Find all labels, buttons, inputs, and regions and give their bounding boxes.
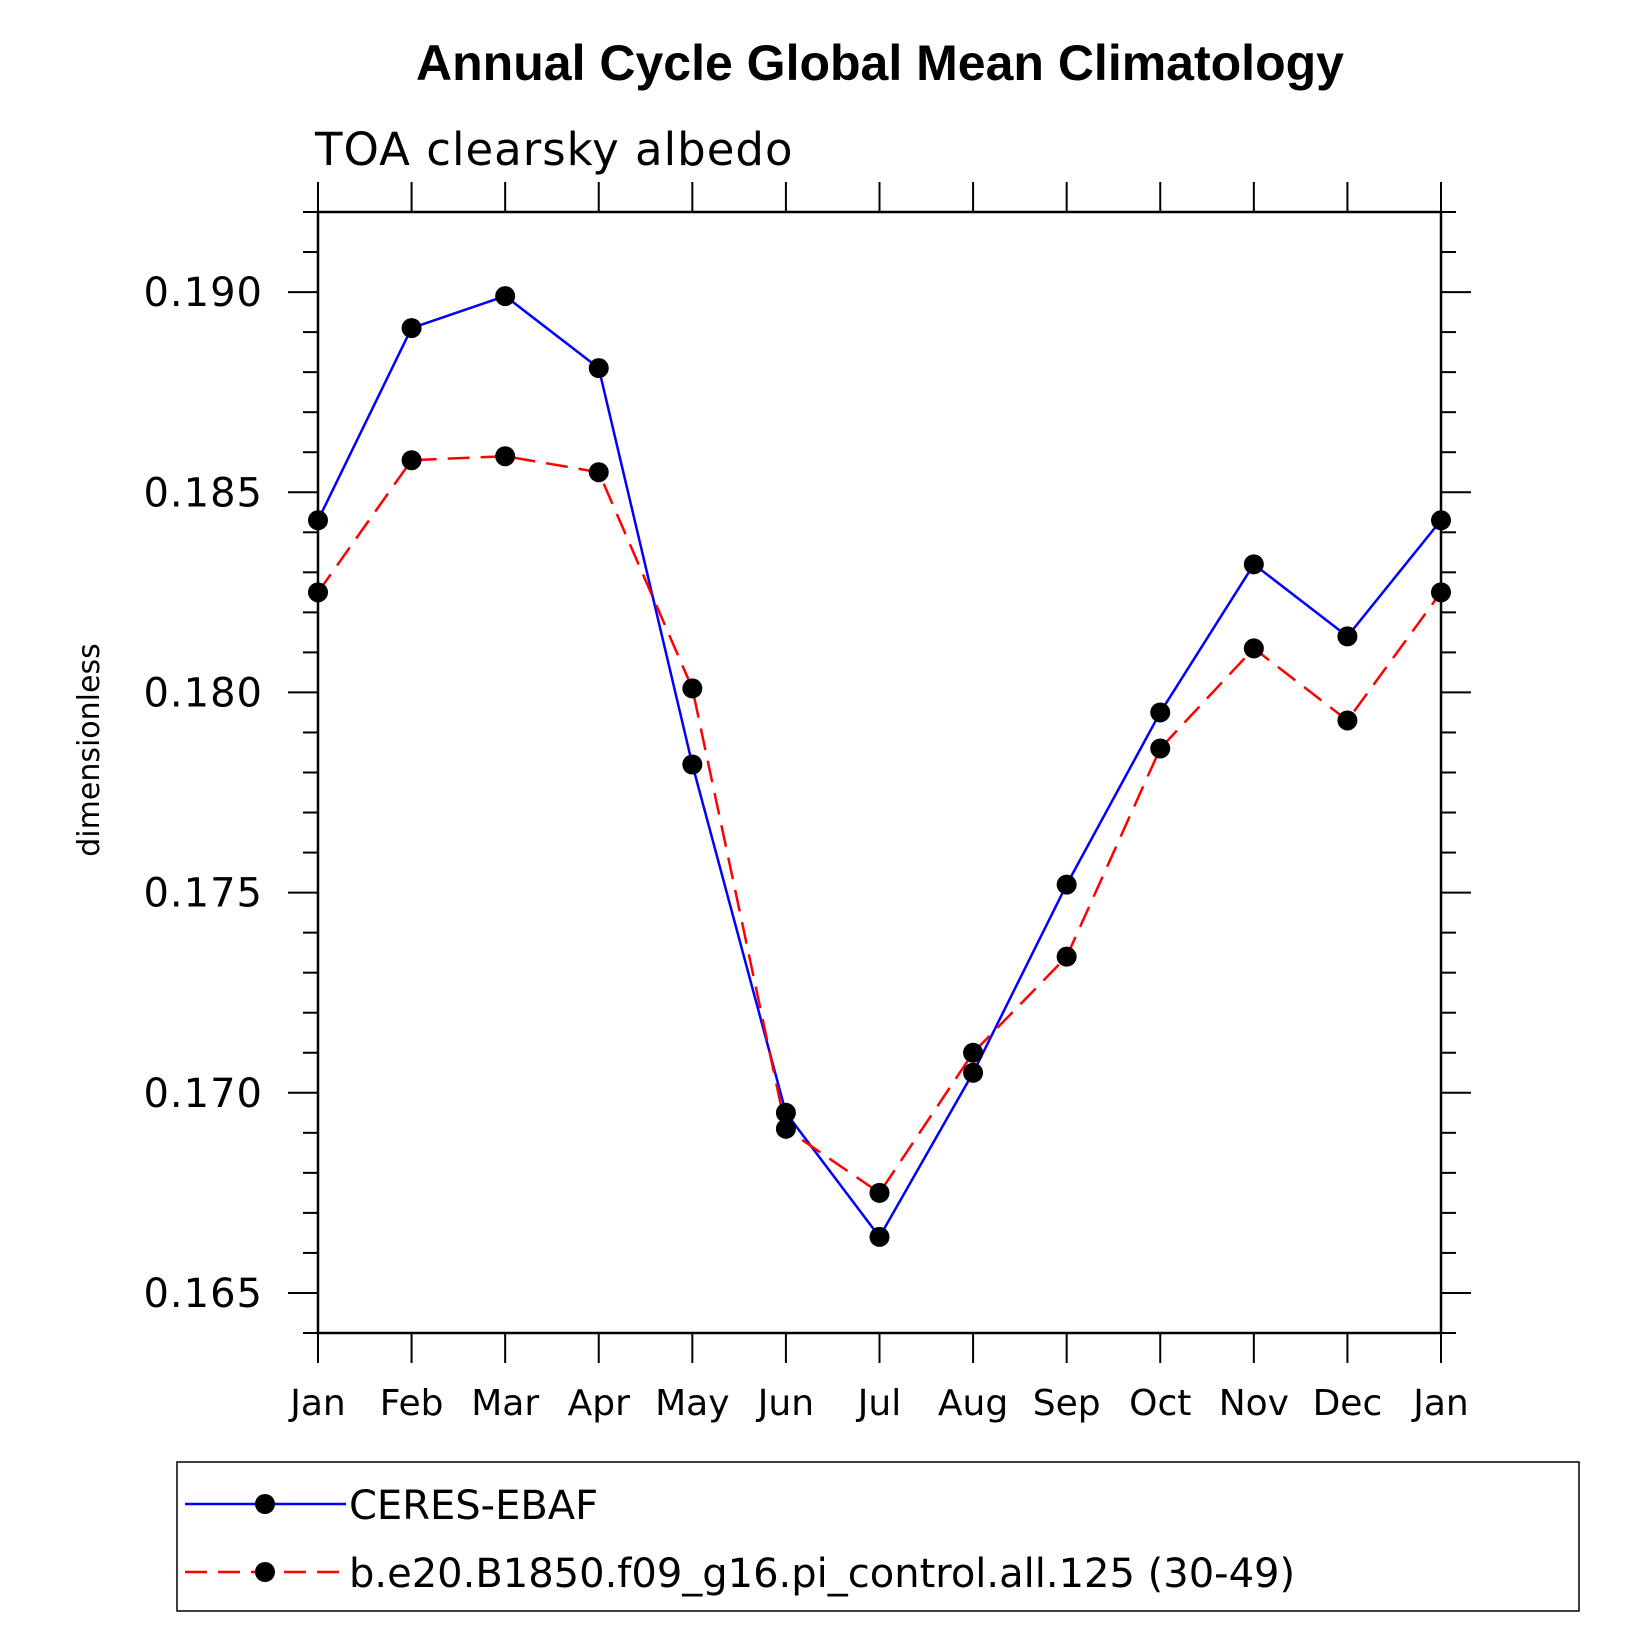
x-tick-label: Oct bbox=[1129, 1383, 1191, 1424]
data-point-model bbox=[1056, 946, 1077, 967]
x-tick-label: Dec bbox=[1313, 1383, 1383, 1424]
x-tick-label: Feb bbox=[380, 1383, 444, 1424]
y-tick-label: 0.175 bbox=[143, 871, 263, 917]
chart-title: Annual Cycle Global Mean Climatology bbox=[416, 35, 1344, 91]
data-point-model bbox=[1150, 738, 1171, 759]
data-point-model bbox=[308, 582, 328, 603]
chart-subtitle: TOA clearsky albedo bbox=[314, 123, 793, 176]
y-axis-label: dimensionless bbox=[72, 643, 107, 856]
x-tick-label: Jul bbox=[856, 1383, 901, 1424]
x-tick-label: Aug bbox=[938, 1383, 1008, 1424]
x-tick-label: Sep bbox=[1033, 1383, 1101, 1424]
data-point-ceres bbox=[869, 1226, 890, 1247]
data-point-ceres bbox=[682, 754, 703, 775]
series-line-ceres bbox=[316, 294, 1442, 1239]
legend-box bbox=[176, 1461, 1580, 1612]
y-tick-label: 0.165 bbox=[143, 1271, 263, 1317]
y-tick-label: 0.185 bbox=[143, 470, 263, 516]
data-point-ceres bbox=[308, 510, 328, 531]
y-tick-label: 0.190 bbox=[143, 270, 263, 316]
data-point-ceres bbox=[1431, 510, 1451, 531]
data-point-model bbox=[682, 678, 703, 699]
series-lines bbox=[316, 294, 1443, 1239]
data-point-model bbox=[869, 1182, 890, 1203]
data-point-model bbox=[401, 450, 422, 471]
data-point-model bbox=[495, 446, 516, 467]
data-point-model bbox=[775, 1118, 796, 1139]
data-point-ceres bbox=[401, 318, 422, 339]
x-tick-label: Jan bbox=[1411, 1383, 1469, 1424]
plot-frame bbox=[316, 210, 1443, 1335]
data-point-ceres bbox=[1150, 702, 1171, 723]
legend: CERES-EBAF b.e20.B1850.f09_g16.pi_contro… bbox=[176, 1461, 1580, 1612]
data-point-ceres bbox=[963, 1062, 984, 1083]
x-tick-label: Jun bbox=[756, 1383, 814, 1424]
legend-marker-model bbox=[255, 1562, 275, 1582]
x-tick-label: Nov bbox=[1219, 1383, 1289, 1424]
data-point-ceres bbox=[588, 358, 609, 379]
data-point-model bbox=[588, 462, 609, 483]
data-point-model bbox=[1243, 638, 1264, 659]
series-markers bbox=[308, 286, 1451, 1247]
data-point-ceres bbox=[1337, 626, 1358, 647]
y-tick-label: 0.180 bbox=[143, 670, 263, 716]
legend-label-ceres: CERES-EBAF bbox=[349, 1483, 598, 1529]
legend-marker-ceres bbox=[255, 1494, 275, 1514]
x-tick-label: May bbox=[655, 1383, 729, 1424]
data-point-model bbox=[963, 1042, 984, 1063]
data-point-ceres bbox=[1243, 554, 1264, 575]
x-tick-label: Jan bbox=[288, 1383, 346, 1424]
series-line-model bbox=[316, 454, 1443, 1195]
axes: 0.165 0.170 0.175 0.180 0.185 0.190 Jan Feb Mar A… bbox=[143, 182, 1471, 1424]
y-tick-label: 0.170 bbox=[143, 1071, 263, 1117]
data-point-ceres bbox=[775, 1102, 796, 1123]
x-tick-label: Apr bbox=[568, 1383, 630, 1424]
data-point-model bbox=[1431, 582, 1451, 603]
data-point-ceres bbox=[495, 286, 516, 307]
x-tick-label: Mar bbox=[471, 1383, 539, 1424]
data-point-model bbox=[1337, 710, 1358, 731]
data-point-ceres bbox=[1056, 874, 1077, 895]
legend-label-model: b.e20.B1850.f09_g16.pi_control.all.125 (… bbox=[349, 1551, 1295, 1597]
